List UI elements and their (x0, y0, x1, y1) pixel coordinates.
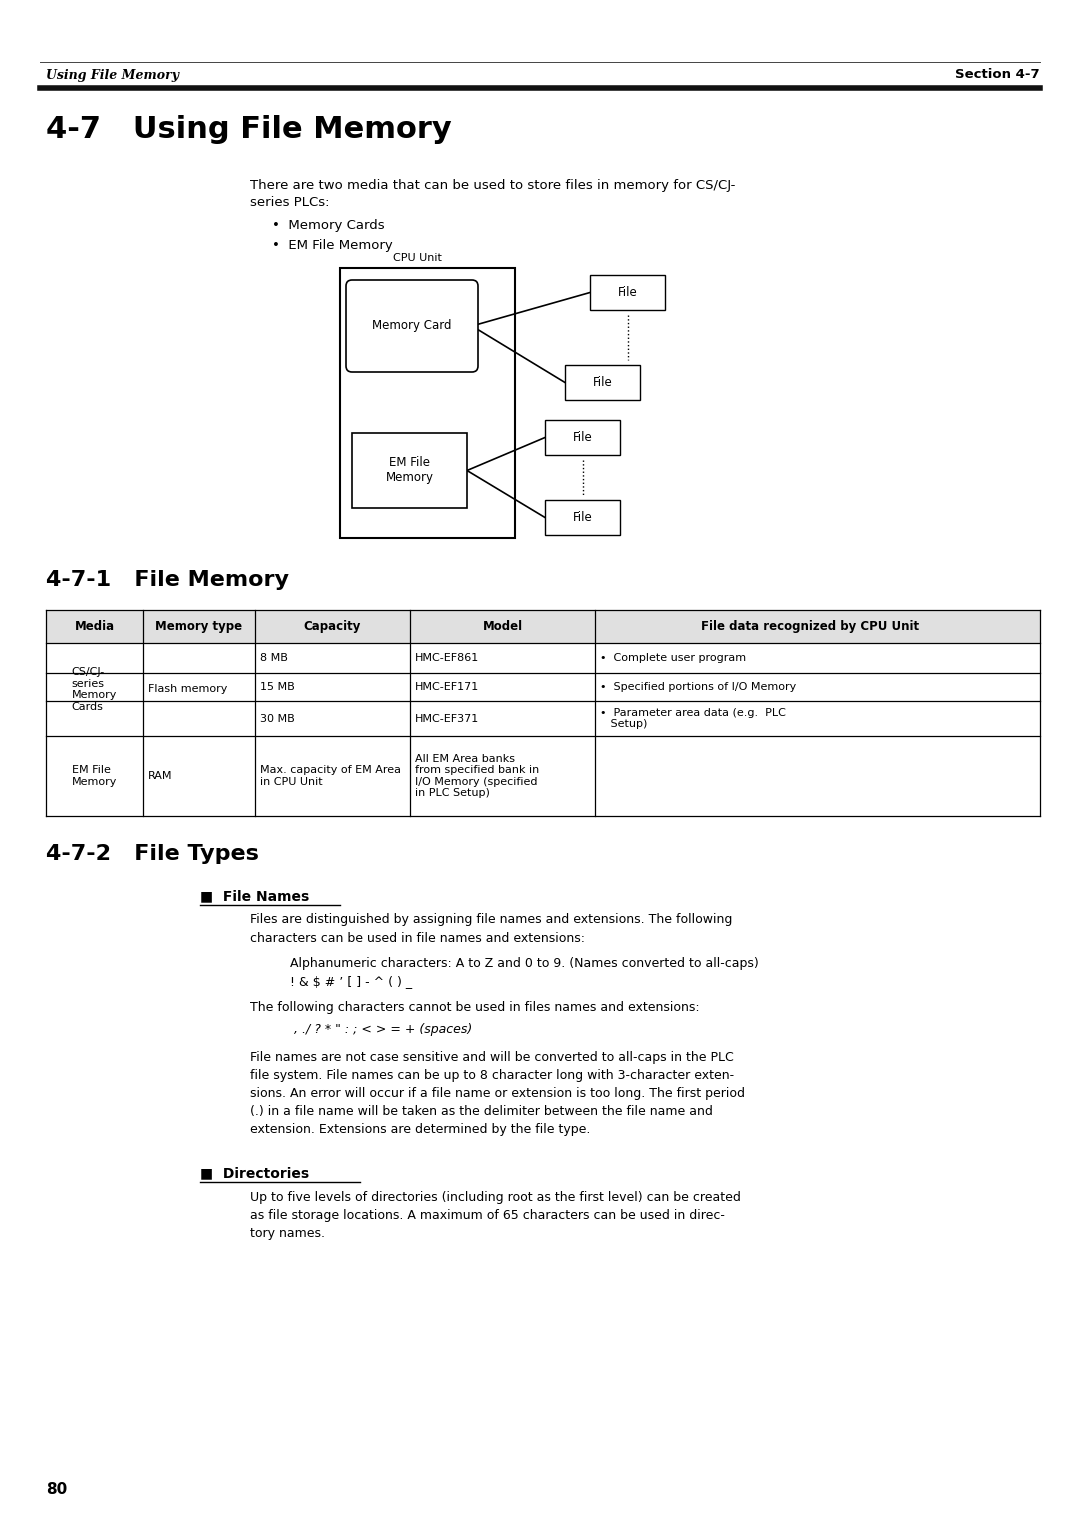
Text: tory names.: tory names. (249, 1227, 325, 1239)
Text: (.) in a file name will be taken as the delimiter between the file name and: (.) in a file name will be taken as the … (249, 1105, 713, 1118)
Bar (590, 275, 665, 310)
Text: •  Parameter area data (e.g.  PLC
   Setup): • Parameter area data (e.g. PLC Setup) (600, 707, 786, 729)
Text: •  Specified portions of I/O Memory: • Specified portions of I/O Memory (600, 681, 796, 692)
Text: File data recognized by CPU Unit: File data recognized by CPU Unit (701, 620, 919, 633)
Text: Max. capacity of EM Area
in CPU Unit: Max. capacity of EM Area in CPU Unit (260, 766, 401, 787)
Text: Section 4-7: Section 4-7 (956, 69, 1040, 81)
Text: Up to five levels of directories (including root as the first level) can be crea: Up to five levels of directories (includ… (249, 1190, 741, 1204)
Text: 30 MB: 30 MB (260, 714, 295, 723)
Text: ■  Directories: ■ Directories (200, 1166, 309, 1180)
Text: File: File (572, 431, 592, 445)
Text: File: File (618, 286, 637, 299)
Text: as file storage locations. A maximum of 65 characters can be used in direc-: as file storage locations. A maximum of … (249, 1209, 725, 1221)
Text: Memory type: Memory type (156, 620, 243, 633)
Text: The following characters cannot be used in files names and extensions:: The following characters cannot be used … (249, 1001, 700, 1015)
Text: 4-7-2   File Types: 4-7-2 File Types (46, 843, 259, 863)
Text: •  Complete user program: • Complete user program (600, 652, 746, 663)
Text: File: File (572, 510, 592, 524)
Text: EM File
Memory: EM File Memory (71, 766, 118, 787)
Text: HMC-EF171: HMC-EF171 (415, 681, 480, 692)
Text: RAM: RAM (148, 772, 173, 781)
FancyBboxPatch shape (346, 280, 478, 371)
Text: Media: Media (75, 620, 114, 633)
Text: •  Memory Cards: • Memory Cards (272, 220, 384, 232)
Text: characters can be used in file names and extensions:: characters can be used in file names and… (249, 932, 585, 944)
Bar (545, 500, 620, 535)
Text: All EM Area banks
from specified bank in
I/O Memory (specified
in PLC Setup): All EM Area banks from specified bank in… (415, 753, 539, 799)
Bar (565, 365, 640, 400)
Text: •  EM File Memory: • EM File Memory (272, 240, 393, 252)
Bar (545, 420, 620, 455)
Text: , ./ ? * " : ; < > = + (spaces): , ./ ? * " : ; < > = + (spaces) (291, 1024, 472, 1036)
Text: sions. An error will occur if a file name or extension is too long. The first pe: sions. An error will occur if a file nam… (249, 1088, 745, 1100)
Bar (352, 432, 467, 507)
Text: Model: Model (483, 620, 523, 633)
Text: 80: 80 (46, 1482, 67, 1497)
Text: 4-7   Using File Memory: 4-7 Using File Memory (46, 116, 451, 145)
Text: Files are distinguished by assigning file names and extensions. The following: Files are distinguished by assigning fil… (249, 914, 732, 926)
Bar (46, 610, 1040, 643)
Bar (340, 267, 515, 538)
Text: CS/CJ-
series
Memory
Cards: CS/CJ- series Memory Cards (71, 668, 118, 712)
Text: ! & $ # ’ [ ] - ^ ( ) _: ! & $ # ’ [ ] - ^ ( ) _ (291, 975, 413, 989)
Text: File: File (593, 376, 612, 390)
Text: Flash memory: Flash memory (148, 685, 228, 695)
Text: EM File
Memory: EM File Memory (386, 457, 433, 484)
Text: extension. Extensions are determined by the file type.: extension. Extensions are determined by … (249, 1123, 591, 1137)
Text: Memory Card: Memory Card (373, 319, 451, 333)
Text: 8 MB: 8 MB (260, 652, 288, 663)
Text: HMC-EF861: HMC-EF861 (415, 652, 480, 663)
Text: CPU Unit: CPU Unit (393, 254, 442, 263)
Text: 15 MB: 15 MB (260, 681, 295, 692)
Text: File names are not case sensitive and will be converted to all-caps in the PLC: File names are not case sensitive and wi… (249, 1051, 733, 1065)
Text: ■  File Names: ■ File Names (200, 889, 309, 903)
Text: Alphanumeric characters: A to Z and 0 to 9. (Names converted to all-caps): Alphanumeric characters: A to Z and 0 to… (291, 958, 759, 970)
Text: HMC-EF371: HMC-EF371 (415, 714, 480, 723)
Text: 4-7-1   File Memory: 4-7-1 File Memory (46, 570, 289, 590)
Text: file system. File names can be up to 8 character long with 3-character exten-: file system. File names can be up to 8 c… (249, 1070, 734, 1082)
Text: Using File Memory: Using File Memory (46, 69, 179, 81)
Text: series PLCs:: series PLCs: (249, 197, 329, 209)
Text: Capacity: Capacity (303, 620, 361, 633)
Text: There are two media that can be used to store files in memory for CS/CJ-: There are two media that can be used to … (249, 179, 735, 191)
